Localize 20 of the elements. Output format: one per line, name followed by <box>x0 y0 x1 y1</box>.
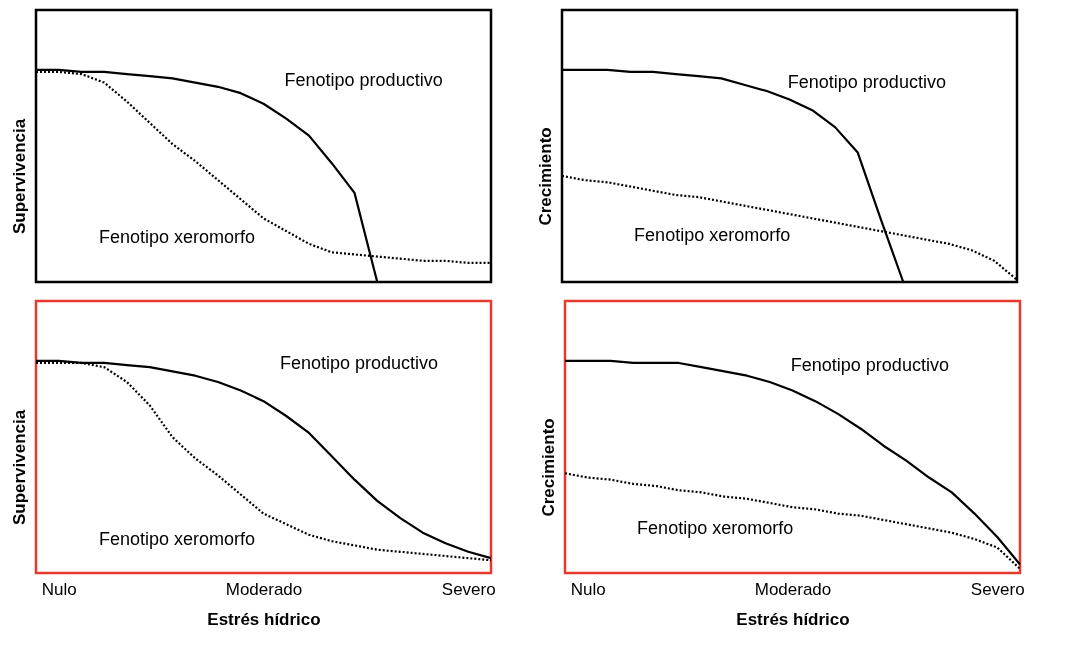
y-axis-title: Crecimiento <box>538 418 558 517</box>
annotation: Fenotipo productivo <box>280 352 439 373</box>
y-axis-title: Crecimiento <box>535 127 555 226</box>
x-tick-label: Nulo <box>570 579 606 599</box>
x-axis-title: Estrés hídrico <box>736 609 850 629</box>
x-tick-label: Severo <box>970 579 1025 599</box>
x-tick-label: Severo <box>441 579 496 599</box>
x-tick-label: Moderado <box>225 579 303 599</box>
x-tick-label: Nulo <box>41 579 77 599</box>
y-axis-title: Supervivencia <box>9 409 29 526</box>
annotation: Fenotipo xeromorfo <box>637 518 794 539</box>
annotation: Fenotipo productivo <box>284 69 443 90</box>
annotation: Fenotipo productivo <box>787 72 946 93</box>
annotation: Fenotipo xeromorfo <box>99 529 256 550</box>
annotation: Fenotipo xeromorfo <box>634 224 791 245</box>
y-axis-title: Supervivencia <box>9 118 29 235</box>
x-axis-title: Estrés hídrico <box>207 609 321 629</box>
x-tick-label: Moderado <box>754 579 832 599</box>
annotation: Fenotipo productivo <box>790 355 949 376</box>
annotation: Fenotipo xeromorfo <box>99 227 256 248</box>
